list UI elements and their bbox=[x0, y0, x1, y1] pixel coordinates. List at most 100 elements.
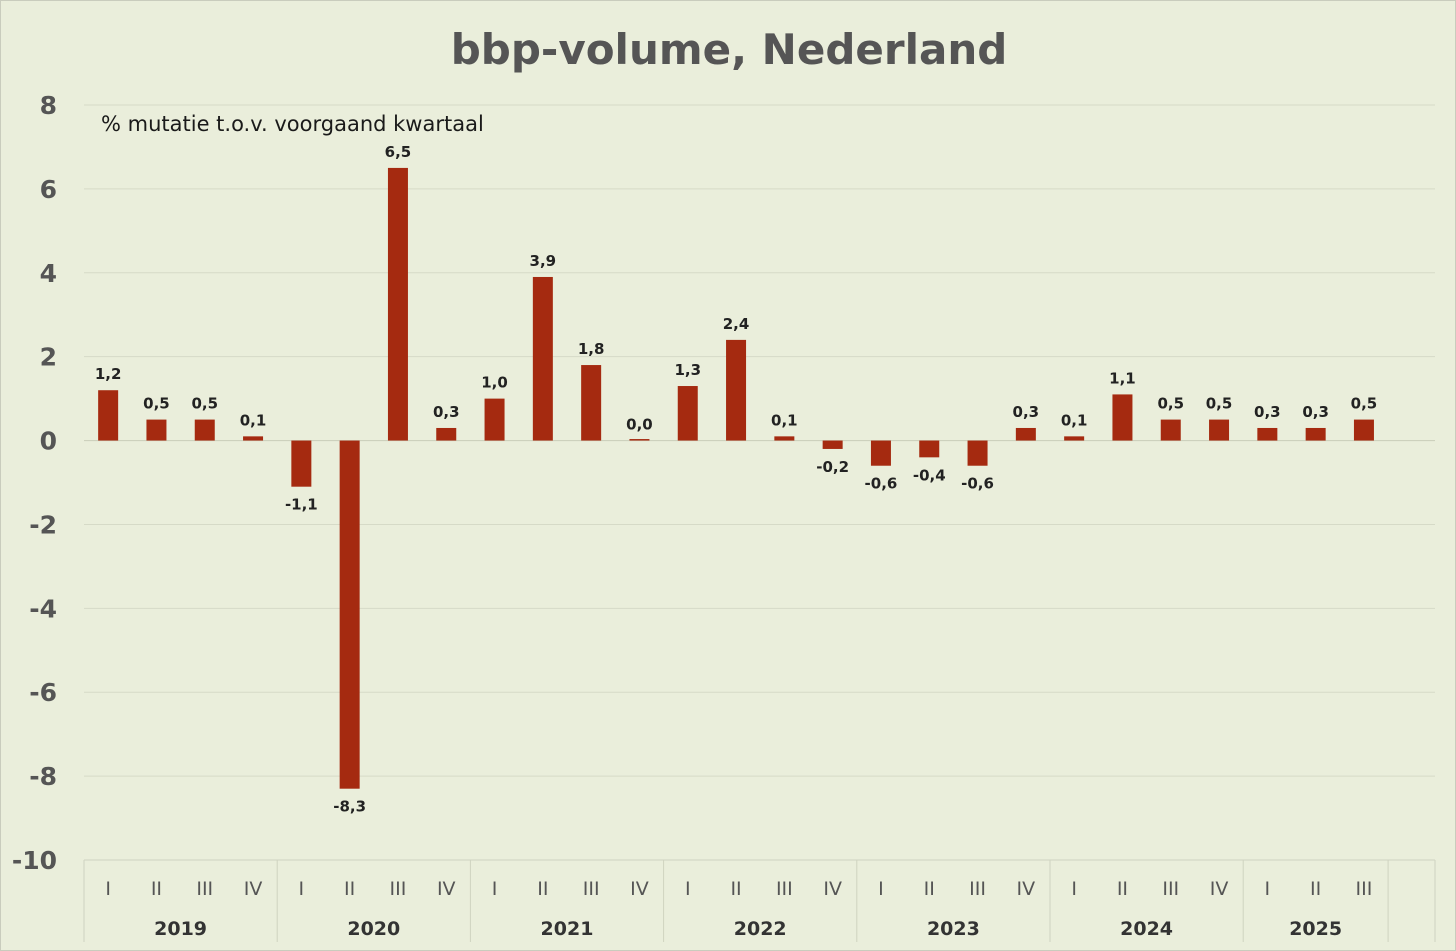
data-label: 1,8 bbox=[578, 340, 605, 358]
data-label: 1,1 bbox=[1109, 369, 1136, 387]
bar bbox=[98, 390, 119, 441]
gridlines: 8 6 4 2 0 -2 -4 -6 -8 -10 bbox=[12, 91, 1435, 875]
quarter-label: III bbox=[390, 878, 407, 900]
y-tick-label: 0 bbox=[40, 427, 57, 456]
bar bbox=[484, 398, 505, 441]
quarter-label: III bbox=[1162, 878, 1179, 900]
quarter-label: IV bbox=[823, 878, 842, 900]
data-label: 0,5 bbox=[143, 395, 170, 413]
quarter-label: I bbox=[105, 878, 111, 900]
quarter-label: II bbox=[1117, 878, 1128, 900]
data-label: -8,3 bbox=[333, 798, 366, 816]
quarter-label: IV bbox=[1210, 878, 1229, 900]
quarter-label: I bbox=[492, 878, 498, 900]
data-label: 2,4 bbox=[723, 315, 750, 333]
quarter-label: II bbox=[730, 878, 741, 900]
y-tick-label: 2 bbox=[40, 343, 57, 372]
bar bbox=[870, 440, 891, 466]
quarter-label: I bbox=[1071, 878, 1077, 900]
quarter-label: II bbox=[924, 878, 935, 900]
y-tick-label: -10 bbox=[12, 846, 57, 875]
bar bbox=[194, 419, 215, 441]
quarter-label: IV bbox=[630, 878, 649, 900]
data-label: 1,2 bbox=[95, 365, 122, 383]
year-label: 2024 bbox=[1120, 918, 1173, 940]
y-tick-label: -2 bbox=[29, 510, 57, 539]
bar bbox=[629, 439, 650, 441]
quarter-label: II bbox=[344, 878, 355, 900]
bar bbox=[339, 440, 360, 789]
quarter-label: IV bbox=[437, 878, 456, 900]
bar bbox=[1064, 436, 1085, 441]
bar bbox=[436, 427, 457, 441]
data-label: 6,5 bbox=[385, 143, 412, 161]
year-label: 2025 bbox=[1289, 918, 1342, 940]
quarter-label: III bbox=[583, 878, 600, 900]
data-label: -1,1 bbox=[285, 496, 318, 514]
quarter-label: I bbox=[299, 878, 305, 900]
quarter-label: III bbox=[969, 878, 986, 900]
bar bbox=[1209, 419, 1230, 441]
data-label: 0,1 bbox=[771, 411, 798, 429]
bar bbox=[919, 440, 940, 458]
quarter-label: III bbox=[196, 878, 213, 900]
quarter-label: III bbox=[776, 878, 793, 900]
bar bbox=[387, 167, 408, 441]
year-label: 2023 bbox=[927, 918, 980, 940]
bar bbox=[243, 436, 264, 441]
quarter-label: I bbox=[685, 878, 691, 900]
bar bbox=[146, 419, 167, 441]
data-label: 0,3 bbox=[1013, 403, 1040, 421]
bar bbox=[532, 276, 553, 441]
bar bbox=[967, 440, 988, 466]
y-tick-label: 4 bbox=[40, 259, 57, 288]
quarter-label: II bbox=[1310, 878, 1321, 900]
bar bbox=[1015, 427, 1036, 441]
y-tick-label: 8 bbox=[40, 91, 57, 120]
bar bbox=[1112, 394, 1133, 441]
y-tick-label: -8 bbox=[29, 762, 57, 791]
quarter-label: II bbox=[151, 878, 162, 900]
quarter-label: I bbox=[878, 878, 884, 900]
quarter-label: II bbox=[537, 878, 548, 900]
bar bbox=[822, 440, 843, 449]
data-label: 0,0 bbox=[626, 416, 653, 434]
data-label: 0,5 bbox=[1157, 395, 1184, 413]
chart-title: bbp-volume, Nederland bbox=[451, 25, 1008, 74]
data-label: 0,5 bbox=[191, 395, 218, 413]
quarter-label: IV bbox=[244, 878, 263, 900]
data-label: 0,1 bbox=[1061, 411, 1088, 429]
bar bbox=[581, 365, 602, 441]
bar bbox=[774, 436, 795, 441]
data-label: -0,2 bbox=[816, 458, 849, 476]
quarter-label: III bbox=[1356, 878, 1373, 900]
y-tick-label: -6 bbox=[29, 678, 57, 707]
data-label: -0,4 bbox=[913, 466, 946, 484]
bar bbox=[1257, 427, 1278, 441]
data-label: 0,5 bbox=[1206, 395, 1233, 413]
y-tick-label: 6 bbox=[40, 175, 57, 204]
bar bbox=[291, 440, 312, 487]
quarter-label: IV bbox=[1017, 878, 1036, 900]
data-label: 0,3 bbox=[1254, 403, 1281, 421]
bar bbox=[1160, 419, 1181, 441]
data-label: 3,9 bbox=[530, 252, 557, 270]
bar bbox=[1353, 419, 1374, 441]
data-label: 0,3 bbox=[433, 403, 460, 421]
y-tick-label: -4 bbox=[29, 594, 57, 623]
year-label: 2020 bbox=[347, 918, 400, 940]
year-label: 2021 bbox=[541, 918, 594, 940]
bar bbox=[677, 386, 698, 441]
data-label: 0,3 bbox=[1302, 403, 1329, 421]
year-label: 2019 bbox=[154, 918, 207, 940]
data-label: 0,5 bbox=[1351, 395, 1378, 413]
data-label: 1,3 bbox=[674, 361, 701, 379]
data-label: -0,6 bbox=[961, 475, 994, 493]
data-label: -0,6 bbox=[865, 475, 898, 493]
bars bbox=[98, 167, 1374, 789]
year-label: 2022 bbox=[734, 918, 787, 940]
data-labels: 1,2 0,5 0,5 0,1 -1,1 -8,3 6,5 0,3 1,0 3,9 1,8 0,0 1,… bbox=[95, 143, 1377, 816]
quarter-label: I bbox=[1265, 878, 1271, 900]
